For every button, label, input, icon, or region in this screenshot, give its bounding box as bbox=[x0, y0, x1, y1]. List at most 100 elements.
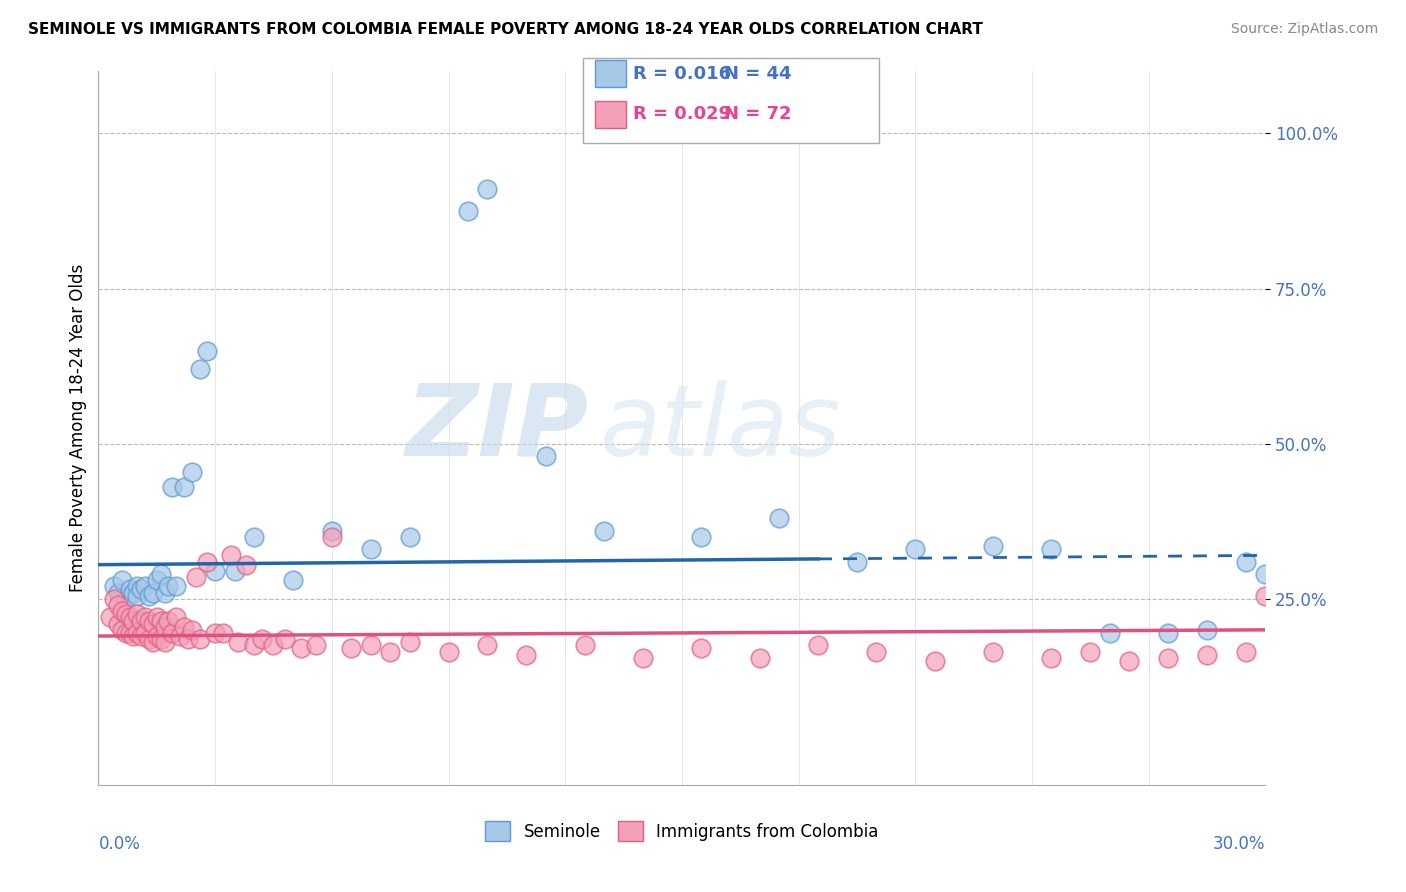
Point bbox=[290, 641, 312, 656]
Point bbox=[195, 555, 218, 569]
Point bbox=[1098, 626, 1121, 640]
Point bbox=[107, 598, 129, 612]
Point bbox=[204, 564, 226, 578]
Point bbox=[134, 610, 156, 624]
Point bbox=[142, 585, 165, 599]
Point bbox=[165, 610, 187, 624]
Point bbox=[153, 620, 176, 634]
Point bbox=[1040, 650, 1063, 665]
Point bbox=[1254, 589, 1277, 603]
Point bbox=[1040, 542, 1063, 557]
Point bbox=[149, 614, 172, 628]
Point bbox=[127, 579, 149, 593]
Legend: Seminole, Immigrants from Colombia: Seminole, Immigrants from Colombia bbox=[479, 814, 884, 848]
Point bbox=[103, 579, 125, 593]
Text: N = 72: N = 72 bbox=[724, 105, 792, 123]
Point bbox=[188, 632, 211, 647]
Point bbox=[360, 542, 382, 557]
Y-axis label: Female Poverty Among 18-24 Year Olds: Female Poverty Among 18-24 Year Olds bbox=[69, 264, 87, 592]
Point bbox=[114, 626, 136, 640]
Point bbox=[184, 570, 207, 584]
Point bbox=[146, 573, 169, 587]
Point bbox=[173, 620, 195, 634]
Point bbox=[281, 573, 304, 587]
Text: Source: ZipAtlas.com: Source: ZipAtlas.com bbox=[1230, 22, 1378, 37]
Point bbox=[177, 632, 200, 647]
Point bbox=[111, 604, 134, 618]
Point bbox=[981, 539, 1004, 553]
Point bbox=[631, 650, 654, 665]
Point bbox=[1234, 555, 1257, 569]
Point bbox=[146, 610, 169, 624]
Point bbox=[1118, 654, 1140, 668]
Point bbox=[904, 542, 927, 557]
Point bbox=[162, 626, 184, 640]
Point bbox=[107, 616, 129, 631]
Point bbox=[768, 511, 790, 525]
Point bbox=[1157, 650, 1180, 665]
Point bbox=[1254, 566, 1277, 581]
Point bbox=[515, 648, 537, 662]
Point bbox=[593, 524, 616, 538]
Point bbox=[149, 632, 172, 647]
Point bbox=[321, 530, 343, 544]
Point bbox=[127, 607, 149, 622]
Point bbox=[250, 632, 273, 647]
Point bbox=[122, 585, 145, 599]
Point bbox=[114, 607, 136, 622]
Point bbox=[437, 644, 460, 658]
Point bbox=[118, 582, 141, 597]
Text: R = 0.016: R = 0.016 bbox=[633, 65, 731, 83]
Text: atlas: atlas bbox=[600, 380, 842, 476]
Point bbox=[162, 480, 184, 494]
Point bbox=[134, 626, 156, 640]
Point bbox=[138, 614, 160, 628]
Point bbox=[122, 629, 145, 643]
Point bbox=[477, 638, 499, 652]
Text: SEMINOLE VS IMMIGRANTS FROM COLOMBIA FEMALE POVERTY AMONG 18-24 YEAR OLDS CORREL: SEMINOLE VS IMMIGRANTS FROM COLOMBIA FEM… bbox=[28, 22, 983, 37]
Point bbox=[103, 591, 125, 606]
Point bbox=[173, 480, 195, 494]
Point bbox=[157, 614, 180, 628]
Point bbox=[243, 530, 266, 544]
Text: 30.0%: 30.0% bbox=[1213, 835, 1265, 853]
Point bbox=[180, 465, 202, 479]
Point bbox=[690, 530, 713, 544]
Point bbox=[1080, 644, 1102, 658]
Point bbox=[224, 564, 246, 578]
Point bbox=[574, 638, 596, 652]
Point bbox=[118, 626, 141, 640]
Point bbox=[321, 524, 343, 538]
Point bbox=[690, 641, 713, 656]
Point bbox=[153, 585, 176, 599]
Point bbox=[212, 626, 235, 640]
Point bbox=[195, 343, 218, 358]
Point bbox=[146, 629, 169, 643]
Point bbox=[398, 635, 420, 649]
Point bbox=[165, 579, 187, 593]
Point bbox=[398, 530, 420, 544]
Point bbox=[380, 644, 402, 658]
Point bbox=[142, 635, 165, 649]
Point bbox=[129, 629, 152, 643]
Point bbox=[169, 629, 191, 643]
Point bbox=[924, 654, 946, 668]
Point bbox=[1195, 623, 1218, 637]
Point bbox=[274, 632, 297, 647]
Point bbox=[1234, 644, 1257, 658]
Point bbox=[1195, 648, 1218, 662]
Point bbox=[204, 626, 226, 640]
Point bbox=[142, 616, 165, 631]
Point bbox=[865, 644, 887, 658]
Point bbox=[138, 589, 160, 603]
Point bbox=[114, 591, 136, 606]
Point bbox=[129, 614, 152, 628]
Point bbox=[219, 549, 242, 563]
Point bbox=[118, 610, 141, 624]
Point bbox=[228, 635, 250, 649]
Point bbox=[188, 362, 211, 376]
Point bbox=[107, 585, 129, 599]
Point bbox=[153, 635, 176, 649]
Text: ZIP: ZIP bbox=[405, 380, 589, 476]
Point bbox=[111, 623, 134, 637]
